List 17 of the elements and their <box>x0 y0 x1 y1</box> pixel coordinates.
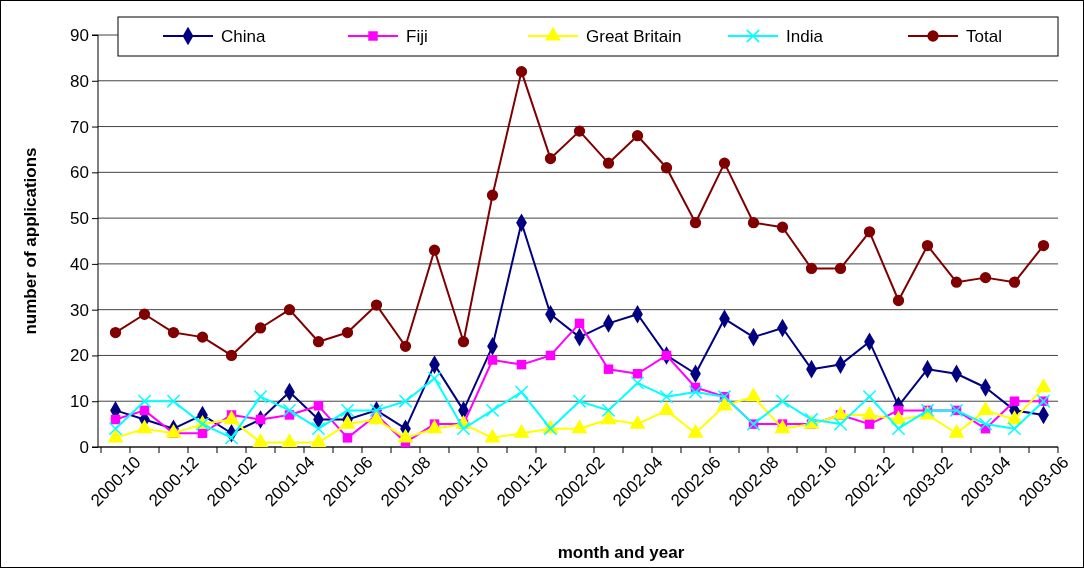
legend-label: India <box>786 26 824 46</box>
y-tick-label: 10 <box>70 392 89 412</box>
y-tick-label: 90 <box>70 25 89 45</box>
y-tick-label: 70 <box>70 117 89 137</box>
x-axis-title: month and year <box>557 543 685 562</box>
legend-label: Great Britain <box>586 26 682 46</box>
y-tick-label: 50 <box>70 209 89 229</box>
y-tick-label: 20 <box>70 346 89 366</box>
y-tick-label: 0 <box>79 437 89 457</box>
y-tick-label: 40 <box>70 254 89 274</box>
y-tick-label: 30 <box>70 300 89 320</box>
y-tick-label: 80 <box>70 71 89 91</box>
legend-label: Fiji <box>406 26 428 46</box>
y-axis-title: number of applications <box>21 147 40 335</box>
legend-label: Total <box>966 26 1002 46</box>
y-tick-label: 60 <box>70 163 89 183</box>
legend-label: China <box>221 26 266 46</box>
